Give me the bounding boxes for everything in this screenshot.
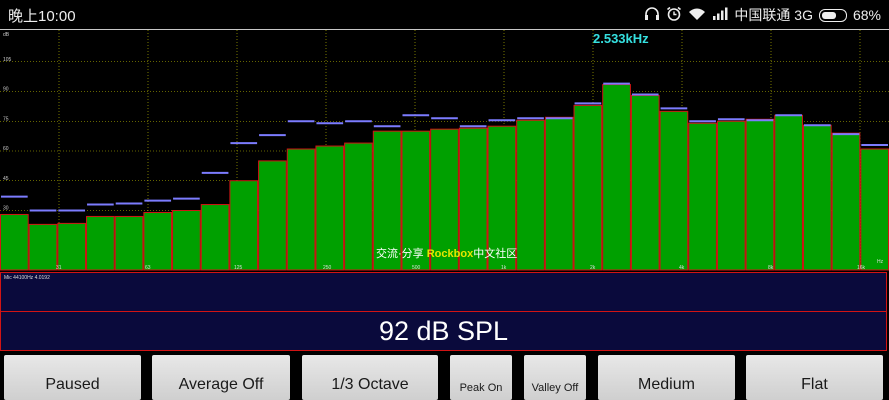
measurement-panel: Mic 44100Hz 4.0192 92 dB SPL bbox=[0, 272, 887, 351]
spectrum-bar bbox=[143, 211, 173, 271]
spectrum-bar bbox=[86, 215, 115, 271]
db-tick-label: 45 bbox=[3, 176, 9, 182]
spectrum-bar bbox=[688, 122, 717, 271]
db-tick-label: 90 bbox=[3, 87, 9, 93]
spectrum-bar bbox=[802, 124, 832, 271]
spectrum-bar bbox=[200, 204, 230, 271]
battery-percent: 68% bbox=[852, 7, 881, 23]
freq-tick-label: 4k bbox=[679, 265, 685, 271]
spectrum-bar bbox=[57, 222, 87, 271]
spectrum-bar bbox=[716, 120, 746, 271]
spectrum-bar bbox=[372, 130, 402, 271]
spectrum-analyzer: 105 90 75 60 45 30 dB 31 63 125 250 500 1k 2k 4k 8k 16k H… bbox=[0, 29, 889, 273]
spectrum-bar bbox=[258, 160, 287, 271]
watermark-suffix: 中文社区 bbox=[473, 248, 518, 260]
freq-unit-label: Hz bbox=[877, 259, 884, 265]
spectrum-bar bbox=[315, 145, 345, 271]
peak-frequency-readout: 2.533kHz bbox=[593, 31, 649, 46]
db-tick-label: 30 bbox=[3, 206, 9, 212]
freq-tick-label: 63 bbox=[145, 265, 151, 271]
status-bar: 晚上10:00 中国联通 3G 68% bbox=[0, 0, 889, 28]
octave-button[interactable]: 1/3 Octave bbox=[302, 355, 438, 400]
spectrum-bar bbox=[860, 148, 889, 271]
spectrum-bar bbox=[487, 125, 517, 271]
spectrum-bar bbox=[745, 118, 775, 271]
spectrum-bar bbox=[774, 114, 803, 271]
spectrum-bar bbox=[28, 223, 58, 271]
spectrum-bar bbox=[344, 142, 373, 271]
battery-icon bbox=[818, 8, 847, 22]
spectrum-bar bbox=[430, 128, 459, 271]
freq-tick-label: 16k bbox=[857, 265, 866, 271]
signal-icon bbox=[712, 7, 728, 23]
spl-readout: 92 dB SPL bbox=[378, 316, 509, 346]
db-tick-label: 60 bbox=[3, 146, 9, 152]
spectrum-bar bbox=[630, 94, 660, 271]
weighting-button[interactable]: Flat bbox=[746, 355, 883, 400]
spectrum-bar bbox=[544, 116, 574, 271]
spectrum-bar bbox=[401, 130, 431, 271]
spectrum-bar bbox=[114, 215, 144, 271]
spectrum-chart: 105 90 75 60 45 30 dB 31 63 125 250 500 1k 2k 4k 8k 16k H… bbox=[0, 30, 889, 271]
status-time: 晚上10:00 bbox=[8, 8, 76, 25]
spectrum-bar bbox=[172, 210, 201, 271]
spectrum-bar bbox=[458, 127, 488, 271]
spectrum-bar bbox=[286, 148, 316, 271]
carrier-label: 中国联通 3G bbox=[734, 7, 813, 23]
freq-tick-label: 31 bbox=[56, 265, 62, 271]
wifi-icon bbox=[688, 7, 706, 24]
status-icons: 中国联通 3G 68% bbox=[644, 5, 881, 25]
device-info: Mic 44100Hz 4.0192 bbox=[4, 275, 50, 281]
watermark: 交流·分享 Rockbox中文社区 bbox=[376, 245, 517, 261]
spectrum-bar bbox=[229, 180, 259, 271]
control-bar: Paused Average Off 1/3 Octave Peak On Va… bbox=[0, 355, 889, 400]
freq-tick-label: 8k bbox=[768, 265, 774, 271]
freq-tick-label: 250 bbox=[323, 265, 332, 271]
freq-tick-label: 500 bbox=[412, 265, 421, 271]
spectrum-bar bbox=[573, 104, 603, 271]
average-button[interactable]: Average Off bbox=[152, 355, 290, 400]
spectrum-bar bbox=[0, 213, 29, 271]
db-tick-label: 105 bbox=[3, 57, 12, 63]
db-scale-label: dB bbox=[3, 32, 10, 38]
paused-button[interactable]: Paused bbox=[4, 355, 141, 400]
alarm-icon bbox=[666, 6, 682, 24]
db-tick-label: 75 bbox=[3, 116, 9, 122]
panel-divider bbox=[1, 311, 886, 312]
freq-tick-label: 2k bbox=[590, 265, 596, 271]
freq-tick-label: 125 bbox=[234, 265, 243, 271]
freq-tick-label: 1k bbox=[501, 265, 507, 271]
speed-button[interactable]: Medium bbox=[598, 355, 735, 400]
watermark-brand: Rockbox bbox=[426, 248, 474, 260]
valley-button[interactable]: Valley Off bbox=[524, 355, 586, 400]
headphones-icon bbox=[644, 6, 660, 24]
watermark-prefix: 交流·分享 bbox=[376, 248, 427, 260]
spectrum-bar bbox=[516, 119, 545, 271]
spectrum-bar bbox=[831, 132, 861, 271]
spectrum-bar bbox=[659, 110, 689, 271]
peak-button[interactable]: Peak On bbox=[450, 355, 512, 400]
spectrum-bar bbox=[602, 84, 631, 271]
